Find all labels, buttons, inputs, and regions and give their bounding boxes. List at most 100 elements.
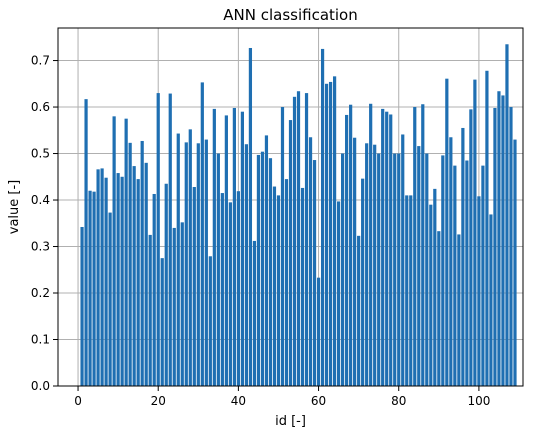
bar <box>469 109 473 387</box>
bar <box>421 104 425 386</box>
bar <box>449 137 453 386</box>
bar <box>172 227 176 386</box>
bar <box>140 140 144 386</box>
bar <box>284 179 289 386</box>
bar <box>489 214 493 386</box>
bar <box>112 116 116 386</box>
bar <box>196 143 200 386</box>
bar <box>513 139 517 386</box>
bar <box>365 143 369 386</box>
bar <box>132 166 136 386</box>
bar <box>148 234 152 386</box>
bar <box>369 103 373 386</box>
x-tick-label: 80 <box>391 394 406 408</box>
bar <box>308 137 313 386</box>
x-tick-label: 40 <box>231 394 246 408</box>
bar <box>337 201 341 386</box>
bar <box>244 144 249 386</box>
bar <box>389 114 393 386</box>
chart-title: ANN classification <box>223 6 358 24</box>
bar <box>100 168 104 386</box>
bar <box>272 186 277 386</box>
bar <box>88 190 92 386</box>
bar <box>276 195 281 386</box>
bar <box>264 135 269 386</box>
bar <box>268 158 273 386</box>
bar <box>84 99 88 386</box>
bar <box>405 195 409 386</box>
bar <box>156 93 160 386</box>
bar <box>260 151 265 386</box>
bar <box>168 93 172 386</box>
y-tick-label: 0.4 <box>31 193 50 207</box>
bar <box>324 83 329 386</box>
y-axis-ticks: 0.0 0.1 0.2 0.3 0.4 0.5 0.6 0.7 <box>31 54 58 393</box>
bar <box>188 129 192 387</box>
y-tick-label: 0.0 <box>31 379 50 393</box>
bar <box>120 176 124 386</box>
bar <box>425 153 429 386</box>
bar <box>497 91 501 386</box>
plot-frame <box>57 27 524 387</box>
bar <box>457 234 461 386</box>
bar <box>385 111 389 386</box>
x-tick-label: 20 <box>151 394 166 408</box>
bar <box>413 107 417 386</box>
bar <box>332 76 337 386</box>
bar <box>345 114 349 386</box>
bar <box>248 47 253 387</box>
bar <box>505 44 509 387</box>
x-tick-label: 60 <box>311 394 326 408</box>
bar <box>220 193 224 386</box>
bar <box>437 231 441 386</box>
bar <box>441 155 445 386</box>
y-axis-label: value [-] <box>7 180 22 234</box>
bar <box>176 133 180 386</box>
bar <box>224 115 228 386</box>
bar <box>485 70 489 387</box>
bar <box>481 165 485 386</box>
bar <box>361 178 365 386</box>
bar <box>136 179 140 386</box>
bar-series <box>80 44 517 387</box>
bar <box>180 222 184 386</box>
bar <box>296 91 301 386</box>
y-tick-label: 0.3 <box>31 240 50 254</box>
bar <box>300 187 305 386</box>
bar <box>256 154 261 386</box>
bar <box>192 187 196 386</box>
bar <box>204 139 208 386</box>
bar <box>128 142 132 386</box>
y-tick-label: 0.6 <box>31 100 50 114</box>
bar <box>445 78 449 387</box>
bar <box>232 107 236 386</box>
bar <box>477 196 481 386</box>
bar <box>353 137 357 386</box>
bar <box>429 204 433 386</box>
bar <box>208 256 212 386</box>
bar <box>152 193 156 386</box>
bar <box>397 153 401 386</box>
bar <box>124 118 128 386</box>
bar <box>341 153 345 386</box>
bar <box>393 153 397 386</box>
bar <box>108 212 112 386</box>
bar <box>349 104 353 387</box>
y-tick-label: 0.1 <box>31 333 50 347</box>
bar <box>92 191 96 386</box>
bar <box>236 191 240 386</box>
bar <box>252 240 257 386</box>
bar <box>304 93 309 386</box>
bar <box>417 146 421 386</box>
bar <box>501 95 505 387</box>
x-tick-label: 0 <box>74 394 82 408</box>
bar <box>164 183 168 386</box>
bar <box>509 107 513 386</box>
bar <box>240 111 244 386</box>
y-tick-label: 0.7 <box>31 54 50 68</box>
bar <box>212 108 216 387</box>
x-axis-label: id [-] <box>275 414 306 429</box>
bar <box>381 108 385 387</box>
bar <box>316 277 321 386</box>
bar <box>96 169 100 386</box>
